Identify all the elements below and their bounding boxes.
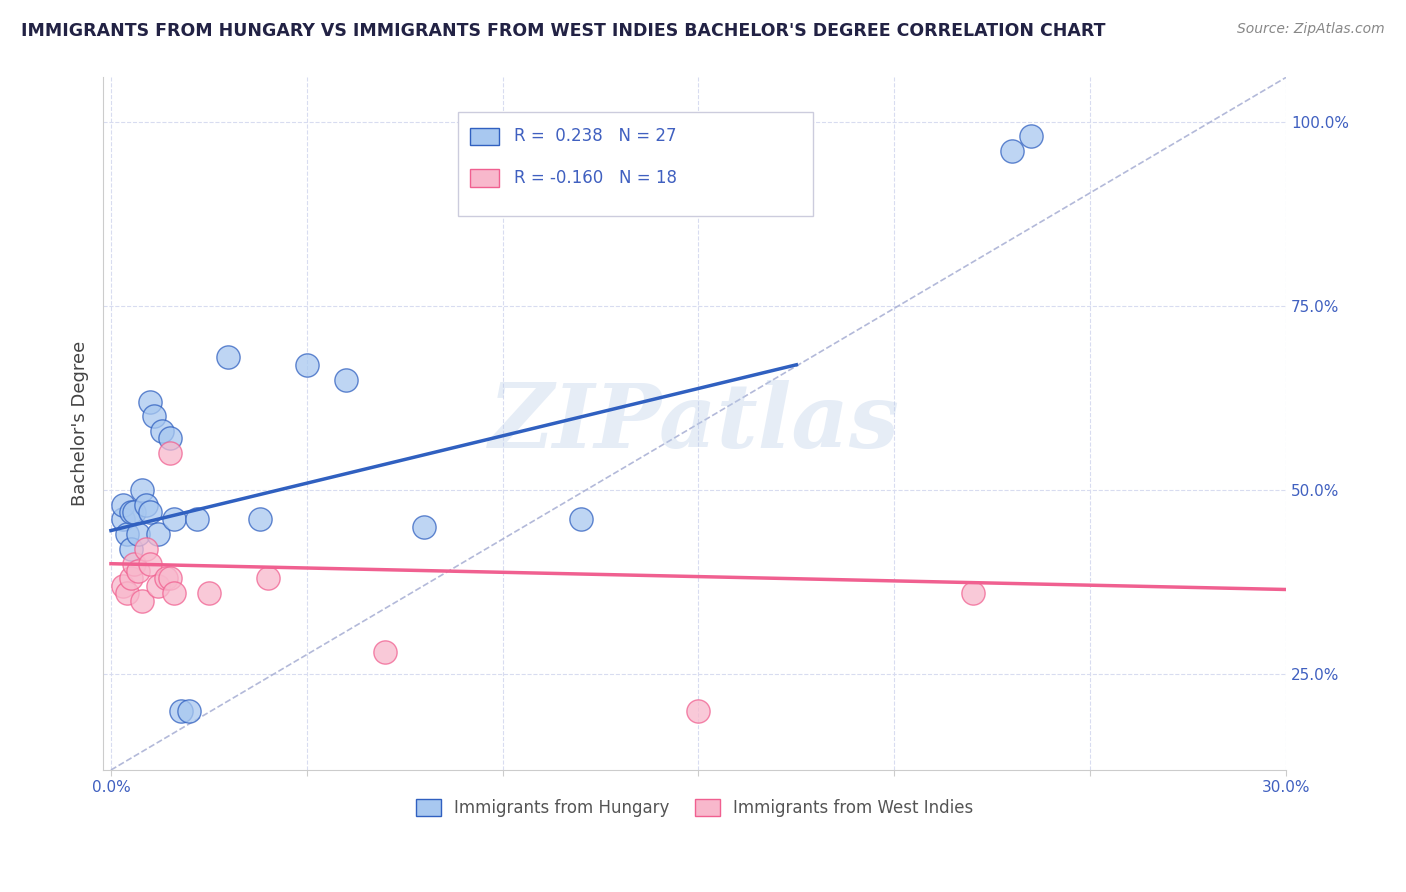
Point (159, 446, 181, 460)
Point (162, 586, 184, 600)
Point (155, 571, 177, 585)
Point (256, 571, 278, 585)
Point (186, 512, 208, 526)
Point (127, 564, 149, 578)
Point (139, 505, 162, 519)
Point (159, 432, 181, 446)
Point (159, 571, 181, 585)
Point (150, 424, 173, 438)
Point (569, 512, 592, 526)
Point (120, 571, 142, 585)
Text: R = -0.160   N = 18: R = -0.160 N = 18 (513, 169, 676, 186)
Point (135, 498, 157, 512)
Point (143, 409, 166, 424)
Point (139, 557, 162, 571)
Point (131, 483, 153, 497)
Point (1021, 129, 1043, 144)
Text: Source: ZipAtlas.com: Source: ZipAtlas.com (1237, 22, 1385, 37)
Y-axis label: Bachelor's Degree: Bachelor's Degree (72, 341, 89, 507)
Point (962, 586, 984, 600)
Point (295, 358, 318, 372)
Point (146, 579, 169, 593)
Point (335, 372, 357, 386)
Point (115, 586, 138, 600)
FancyBboxPatch shape (458, 112, 813, 216)
Point (179, 704, 201, 718)
Point (120, 541, 142, 556)
Point (413, 520, 436, 534)
Text: ZIPatlas: ZIPatlas (489, 381, 900, 467)
Point (170, 704, 193, 718)
Point (374, 645, 396, 659)
Point (1001, 144, 1024, 158)
Legend: Immigrants from Hungary, Immigrants from West Indies: Immigrants from Hungary, Immigrants from… (409, 792, 980, 824)
Text: R =  0.238   N = 27: R = 0.238 N = 27 (513, 128, 676, 145)
Point (146, 527, 169, 541)
Point (115, 527, 138, 541)
Point (120, 505, 142, 519)
Point (111, 498, 134, 512)
Point (139, 394, 162, 409)
Point (249, 512, 271, 526)
FancyBboxPatch shape (470, 169, 499, 186)
Point (217, 351, 239, 365)
Point (688, 704, 710, 718)
Point (162, 512, 184, 526)
Text: IMMIGRANTS FROM HUNGARY VS IMMIGRANTS FROM WEST INDIES BACHELOR'S DEGREE CORRELA: IMMIGRANTS FROM HUNGARY VS IMMIGRANTS FR… (21, 22, 1105, 40)
Point (127, 527, 149, 541)
Point (198, 586, 221, 600)
Point (124, 505, 146, 519)
Point (124, 557, 146, 571)
FancyBboxPatch shape (470, 128, 499, 145)
Point (135, 541, 157, 556)
Point (131, 593, 153, 607)
Point (111, 512, 134, 526)
Point (111, 579, 134, 593)
